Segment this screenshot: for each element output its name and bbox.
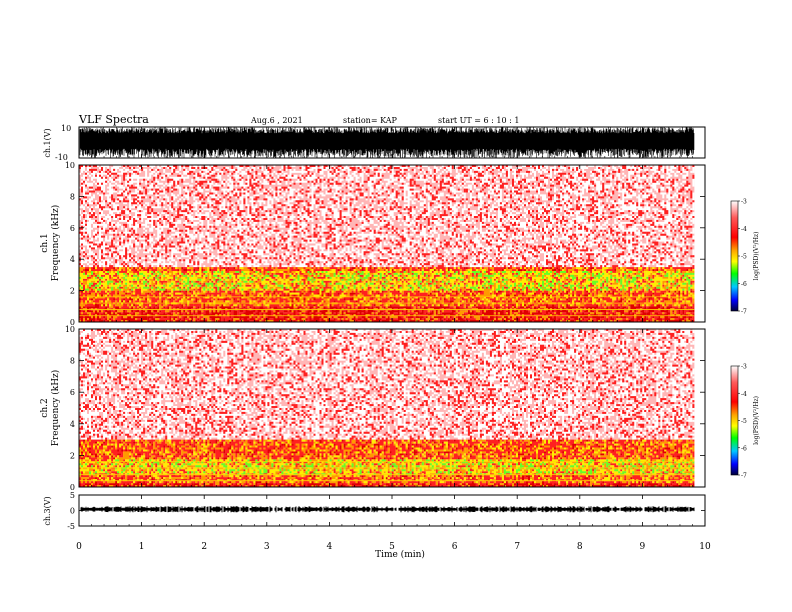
ch3-waveform-yticks: 5 0 -5 xyxy=(67,491,705,531)
y-tick-label: 5 xyxy=(70,491,75,500)
ch1-waveform-ylabel: ch.1(V) xyxy=(43,128,52,157)
ch1-waveform-panel: 10 -10 ch.1(V) xyxy=(43,124,706,162)
y-tick-label: 4 xyxy=(70,255,75,264)
spectrogram-band-green xyxy=(79,271,695,291)
y-tick-label: 10 xyxy=(65,325,75,334)
y-tick-label: 4 xyxy=(70,420,75,429)
colorbar-tick-label: -4 xyxy=(741,226,747,233)
ch1-waveform-ytick-top: 10 xyxy=(61,124,71,133)
time-axis-label: Time (min) xyxy=(375,549,425,560)
x-tick-label: 5 xyxy=(389,542,395,552)
colorbar-scale xyxy=(730,200,739,312)
ch1-waveform-line xyxy=(79,127,695,158)
x-tick-label: 6 xyxy=(452,542,458,552)
ch3-waveform-ylabel: ch.3(V) xyxy=(43,496,52,525)
colorbar-tick-label: -4 xyxy=(741,391,747,398)
x-tick-label: 7 xyxy=(514,542,520,552)
ch3-waveform-line xyxy=(80,506,695,513)
y-tick-label: 10 xyxy=(65,161,75,170)
y-tick-label: 2 xyxy=(70,451,75,460)
x-tick-label: 8 xyxy=(577,542,583,552)
y-tick-label: 8 xyxy=(70,357,75,366)
time-axis: 0 1 2 3 4 5 6 7 8 9 10 xyxy=(76,127,711,552)
ch1-waveform-ytick-bottom: -10 xyxy=(55,153,68,162)
y-tick-label: 0 xyxy=(70,483,75,492)
ch2-colorbar: -3 -4 -5 -6 -7 log(PSD)(V²/Hz) xyxy=(730,364,760,480)
x-tick-label: 1 xyxy=(139,542,145,552)
x-tick-label: 0 xyxy=(76,542,82,552)
ch1-waveform-trace xyxy=(79,127,695,158)
colorbar-scale xyxy=(730,365,739,476)
spectrogram-band-orange xyxy=(79,267,695,322)
ch2-spectrogram-ylabel: Frequency (kHz) xyxy=(50,370,61,447)
ch1-spectrogram-image xyxy=(79,165,695,322)
colorbar-tick-label: -5 xyxy=(741,418,747,425)
colorbar-tick-label: -5 xyxy=(741,254,747,261)
colorbar-label: log(PSD)(V²/Hz) xyxy=(753,396,760,445)
x-tick-label: 2 xyxy=(201,542,207,552)
ch2-spectrogram-image xyxy=(79,329,695,487)
y-tick-label: -5 xyxy=(67,522,75,531)
x-tick-label: 3 xyxy=(264,542,270,552)
y-tick-label: 2 xyxy=(70,287,75,296)
station-label: station= KAP xyxy=(343,116,398,125)
colorbar-label: log(PSD)(V²/Hz) xyxy=(753,232,760,281)
y-tick-label: 0 xyxy=(70,507,75,516)
ch3-waveform-panel: 5 0 -5 ch.3(V) xyxy=(43,491,706,531)
y-tick-label: 8 xyxy=(70,192,75,201)
ch1-spectrogram-yticks: 0 2 4 6 8 10 xyxy=(65,161,705,327)
colorbar-tick-label: -3 xyxy=(741,364,747,371)
colorbar-tick-label: -3 xyxy=(741,199,747,206)
ch1-colorbar: -3 -4 -5 -6 -7 log(PSD)(V²/Hz) xyxy=(730,199,760,316)
y-tick-label: 6 xyxy=(70,224,75,233)
colorbar-tick-label: -7 xyxy=(741,309,747,316)
x-tick-label: 9 xyxy=(640,542,646,552)
ch1-spectrogram-panel: 0 2 4 6 8 10 ch.1 Frequency (kHz) xyxy=(40,161,706,327)
ch2-spectrogram-yticks: 0 2 4 6 8 10 xyxy=(65,325,705,492)
date-label: Aug.6 , 2021 xyxy=(250,116,303,125)
spectrogram-mid-power xyxy=(79,165,695,322)
spectrogram-band-green xyxy=(79,459,695,476)
ch1-spectrogram-ylabel-channel: ch.1 xyxy=(40,233,50,252)
colorbar-tick-label: -7 xyxy=(741,473,747,480)
ch2-spectrogram-ylabel-channel: ch.2 xyxy=(40,398,50,417)
ch2-spectrogram-panel: 0 2 4 6 8 10 ch.2 Frequency (kHz) xyxy=(40,325,706,492)
x-tick-label: 10 xyxy=(699,542,711,552)
spectrogram-high-power xyxy=(79,439,695,487)
start-time-label: start UT = 6 : 10 : 1 xyxy=(438,116,519,125)
ch3-waveform-trace xyxy=(80,506,695,513)
y-tick-label: 6 xyxy=(70,388,75,397)
spectrogram-mid-power xyxy=(79,329,695,487)
y-tick-label: 0 xyxy=(70,318,75,327)
figure-title: VLF Spectra xyxy=(78,113,149,126)
x-tick-label: 4 xyxy=(327,542,333,552)
colorbar-tick-label: -6 xyxy=(741,445,747,452)
ch1-spectrogram-ylabel: Frequency (kHz) xyxy=(50,205,61,282)
colorbar-tick-label: -6 xyxy=(741,281,747,288)
